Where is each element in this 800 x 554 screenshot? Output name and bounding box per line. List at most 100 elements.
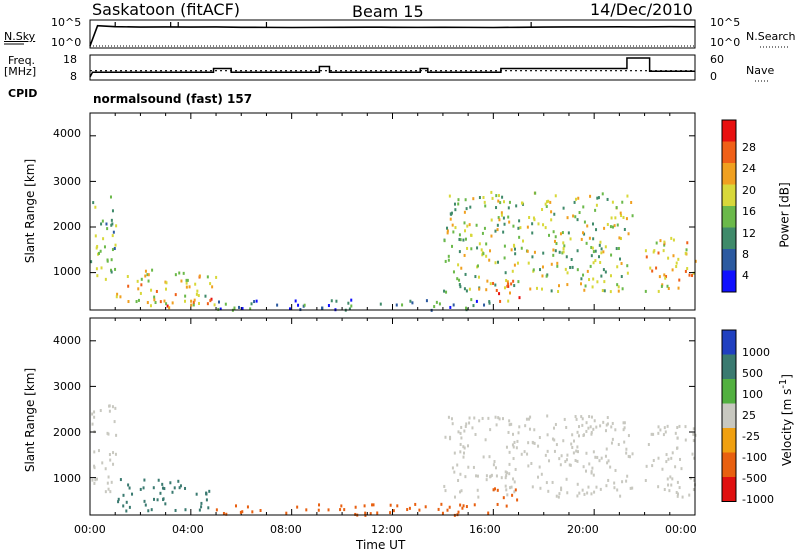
velocity-cell xyxy=(461,506,464,510)
velocity-cell xyxy=(571,445,574,449)
power-cell xyxy=(446,226,449,230)
power-cell xyxy=(139,291,142,295)
power-cell xyxy=(472,304,475,308)
power-cell xyxy=(533,218,536,222)
velocity-cell xyxy=(473,503,476,507)
velocity-cell xyxy=(575,449,578,453)
velocity-cell xyxy=(652,458,655,462)
velocity-cell xyxy=(677,492,680,496)
velocity-cell xyxy=(563,417,566,421)
velocity-cell xyxy=(609,465,612,469)
velocity-cell xyxy=(590,470,593,474)
velocity-cbar-tick: 500 xyxy=(742,367,763,380)
velocity-cell xyxy=(539,486,542,490)
velocity-cell xyxy=(533,428,536,432)
velocity-cell xyxy=(484,438,487,442)
power-cell xyxy=(457,263,460,267)
velocity-cell xyxy=(457,510,460,514)
power-cell xyxy=(224,302,227,306)
power-cell xyxy=(594,259,597,263)
power-cell xyxy=(482,252,485,256)
power-cell xyxy=(625,217,628,221)
power-cell xyxy=(574,197,577,201)
power-cell xyxy=(514,252,517,256)
power-cell xyxy=(583,288,586,292)
time-tick: 20:00 xyxy=(567,523,599,536)
power-cell xyxy=(350,304,353,308)
power-cell xyxy=(477,275,480,279)
velocity-cell xyxy=(599,424,602,428)
velocity-cell xyxy=(595,485,598,489)
power-cell xyxy=(127,284,130,288)
velocity-cell xyxy=(459,450,462,454)
power-cell xyxy=(460,266,463,270)
velocity-cell xyxy=(595,425,598,429)
power-cell xyxy=(456,277,459,281)
power-cell xyxy=(580,282,583,286)
velocity-cell xyxy=(606,422,609,426)
velocity-cell xyxy=(602,420,605,424)
velocity-cell xyxy=(93,464,96,468)
velocity-cell xyxy=(586,491,589,495)
power-cell xyxy=(603,280,606,284)
velocity-cbar-tick: 100 xyxy=(742,388,763,401)
power-cell xyxy=(518,219,521,223)
power-cell xyxy=(321,306,324,310)
power-cell xyxy=(591,285,594,289)
power-cell xyxy=(96,244,99,248)
velocity-cell xyxy=(504,470,507,474)
power-cell xyxy=(488,301,491,305)
freq-label: Freq. xyxy=(8,54,36,67)
beam-title: Beam 15 xyxy=(352,2,424,21)
velocity-cell xyxy=(554,422,557,426)
power-cell xyxy=(506,284,509,288)
velocity-cell xyxy=(581,423,584,427)
velocity-cell xyxy=(112,451,115,455)
velocity-cell xyxy=(508,462,511,466)
velocity-cell xyxy=(444,489,447,493)
velocity-cell xyxy=(546,433,549,437)
power-cell xyxy=(614,216,617,220)
velocity-cell xyxy=(127,483,130,487)
velocity-cell xyxy=(676,426,679,430)
power-cell xyxy=(159,300,162,304)
nsky-tick-top: 10^5 xyxy=(51,16,82,29)
velocity-cell xyxy=(143,499,146,503)
velocity-cell xyxy=(354,505,357,509)
power-cell xyxy=(476,246,479,250)
x-axis-label: Time UT xyxy=(356,538,406,552)
power-cell xyxy=(101,219,104,223)
velocity-cell xyxy=(463,429,466,433)
power-range-tick: 4000 xyxy=(53,127,81,140)
power-cell xyxy=(502,216,505,220)
velocity-cell xyxy=(527,464,530,468)
power-cell xyxy=(553,239,556,243)
velocity-cell xyxy=(546,414,549,418)
power-cell xyxy=(165,302,168,306)
nsky-label: N.Sky xyxy=(4,30,36,43)
velocity-cell xyxy=(508,472,511,476)
power-cell xyxy=(588,236,591,240)
velocity-cell xyxy=(582,465,585,469)
power-cell xyxy=(685,248,688,252)
power-cell xyxy=(655,241,658,245)
nsearch-tick-bottom: 10^0 xyxy=(710,36,741,49)
power-cell xyxy=(507,206,510,210)
power-cell xyxy=(582,273,585,277)
velocity-cell xyxy=(108,404,111,408)
power-cell xyxy=(507,299,510,303)
velocity-range-tick: 3000 xyxy=(53,380,81,393)
velocity-cell xyxy=(472,465,475,469)
power-cell xyxy=(510,282,513,286)
velocity-cell xyxy=(113,420,116,424)
velocity-cell xyxy=(587,426,590,430)
velocity-cell xyxy=(505,504,508,508)
power-cell xyxy=(516,261,519,265)
velocity-cell xyxy=(689,476,692,480)
power-cell xyxy=(590,245,593,249)
power-colorbar-swatch xyxy=(722,184,736,206)
velocity-cell xyxy=(583,433,586,437)
velocity-cell xyxy=(631,452,634,456)
power-cell xyxy=(616,265,619,269)
velocity-cell xyxy=(585,421,588,425)
